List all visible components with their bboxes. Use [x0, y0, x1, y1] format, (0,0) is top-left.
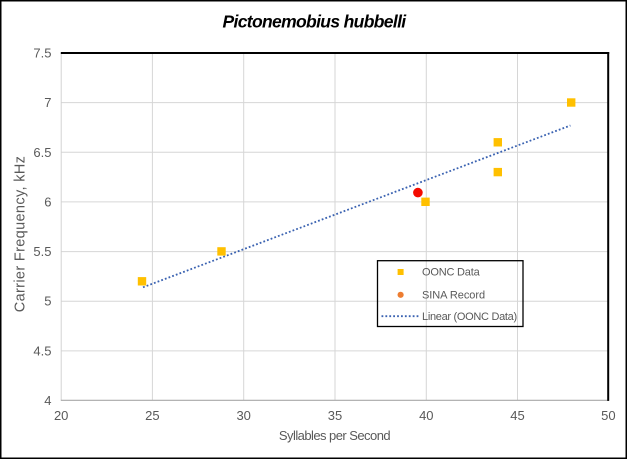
svg-text:6.5: 6.5	[33, 145, 51, 160]
svg-text:7.5: 7.5	[33, 46, 51, 61]
svg-text:30: 30	[236, 408, 250, 423]
svg-text:50: 50	[601, 408, 615, 423]
svg-text:4: 4	[44, 393, 51, 408]
svg-text:Syllables per Second: Syllables per Second	[279, 428, 390, 443]
svg-text:Carrier Frequency, kHz: Carrier Frequency, kHz	[13, 156, 29, 313]
svg-text:5.5: 5.5	[33, 244, 51, 259]
svg-text:Pictonemobius hubbelli: Pictonemobius hubbelli	[222, 11, 407, 31]
svg-text:OONC Data: OONC Data	[422, 267, 481, 279]
svg-text:6: 6	[44, 194, 51, 209]
svg-text:20: 20	[54, 408, 68, 423]
svg-text:45: 45	[510, 408, 524, 423]
svg-text:Linear (OONC Data): Linear (OONC Data)	[422, 311, 517, 323]
svg-text:25: 25	[145, 408, 159, 423]
svg-text:35: 35	[328, 408, 342, 423]
svg-text:7: 7	[44, 95, 51, 110]
svg-text:SINA Record: SINA Record	[422, 289, 485, 301]
svg-text:4.5: 4.5	[33, 343, 51, 358]
svg-text:5: 5	[44, 294, 51, 309]
svg-text:40: 40	[419, 408, 433, 423]
